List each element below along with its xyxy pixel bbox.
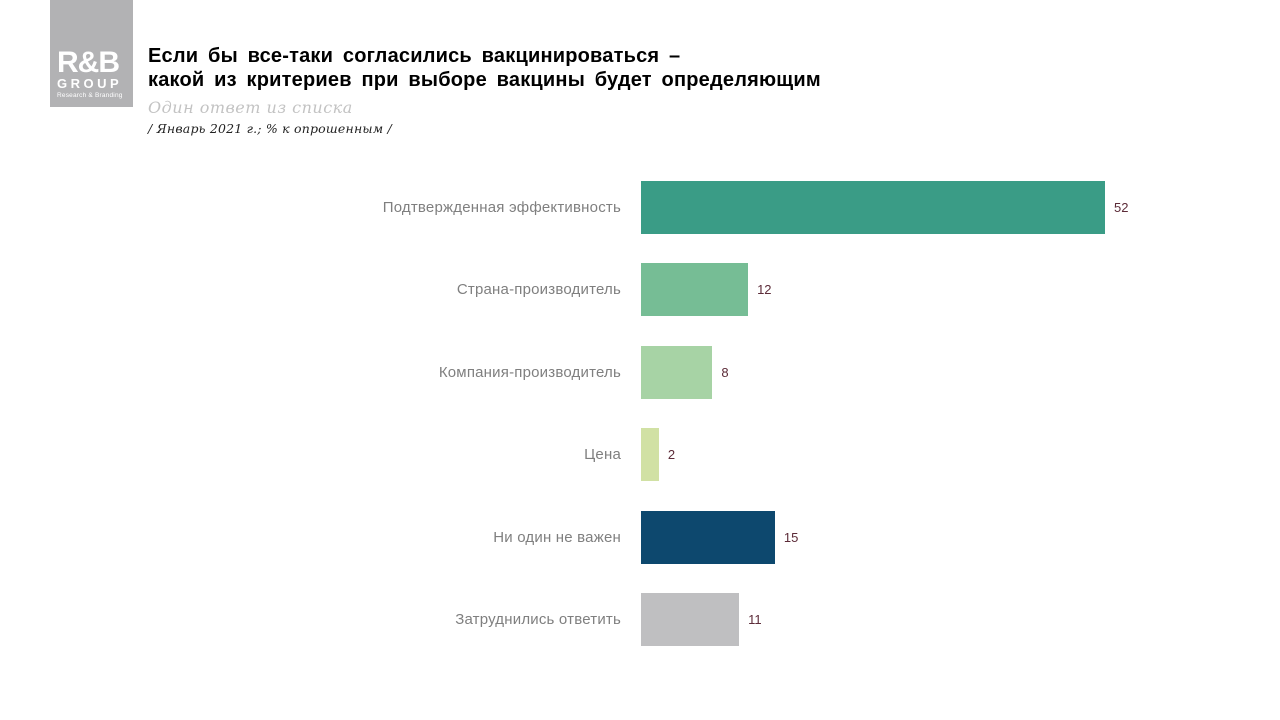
value-label: 11 (748, 612, 762, 628)
title-line-1: Если бы все-таки согласились вакцинирова… (148, 45, 681, 67)
bar-5 (641, 510, 775, 564)
value-label: 12 (757, 282, 772, 298)
subtitle: Один ответ из списка (148, 98, 353, 117)
category-label: Подтвержденная эффективность (382, 198, 621, 216)
bar-1 (641, 180, 1105, 234)
page-title: Если бы все-таки согласились вакцинирова… (148, 44, 1228, 92)
chart-row: Ни один не важен 15 (0, 496, 1280, 579)
logo-group-text: GROUP (57, 76, 123, 91)
value-label: 8 (721, 364, 729, 380)
header: Если бы все-таки согласились вакцинирова… (148, 44, 1228, 136)
chart-row: Цена 2 (0, 414, 1280, 497)
value-label: 2 (667, 447, 676, 463)
survey-note: / Январь 2021 г.; % к опрошенным / (148, 121, 392, 136)
category-label: Цена (584, 446, 621, 464)
value-label: 52 (1114, 199, 1129, 215)
bar-3 (641, 345, 713, 399)
category-label: Ни один не важен (493, 528, 621, 546)
bar-4 (641, 428, 659, 482)
rb-group-logo: R&B GROUP Research & Branding (50, 0, 133, 107)
bar-6 (641, 593, 740, 647)
title-line-2: какой из критериев при выборе вакцины бу… (148, 69, 821, 91)
category-label: Страна-производитель (456, 281, 621, 299)
logo-subtext: Research & Branding (57, 92, 123, 99)
chart-row: Компания-производитель 8 (0, 331, 1280, 414)
bar-chart: Подтвержденная эффективность 52 Страна-про… (0, 166, 1280, 661)
category-label: Затруднились ответить (455, 611, 621, 629)
chart-row: Затруднились ответить 11 (0, 579, 1280, 662)
chart-row: Страна-производитель 12 (0, 249, 1280, 332)
category-label: Компания-производитель (438, 363, 621, 381)
logo-rb-text: R&B (57, 46, 120, 79)
bar-2 (641, 263, 749, 317)
chart-row: Подтвержденная эффективность 52 (0, 166, 1280, 249)
value-label: 15 (783, 529, 799, 545)
